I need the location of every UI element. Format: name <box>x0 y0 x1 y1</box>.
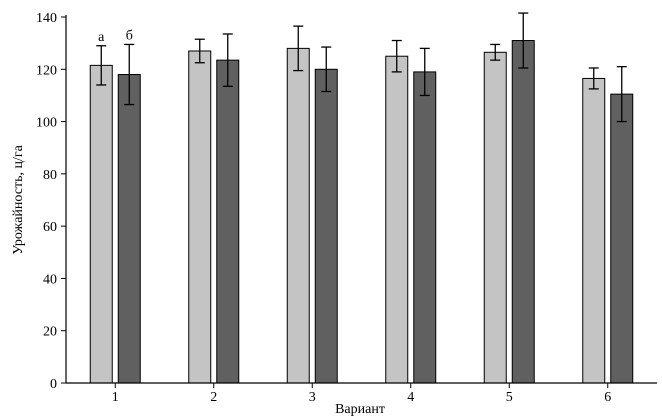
x-tick-label: 4 <box>407 390 414 405</box>
series-tag-label: б <box>126 28 133 43</box>
bar <box>188 50 212 384</box>
bar <box>216 59 240 384</box>
y-tick-label: 60 <box>43 220 57 235</box>
x-tick-label: 1 <box>112 390 119 405</box>
bar <box>286 47 310 384</box>
series-tag-label: а <box>98 30 105 45</box>
bar <box>385 55 409 384</box>
x-tick-label: 5 <box>506 390 513 405</box>
bar <box>610 93 634 384</box>
bar <box>117 74 141 384</box>
x-tick-label: 6 <box>604 390 611 405</box>
x-tick-label: 3 <box>309 390 316 405</box>
bar <box>314 68 338 384</box>
bar <box>483 51 507 384</box>
y-tick-label: 0 <box>50 377 57 392</box>
y-tick-label: 80 <box>43 168 57 183</box>
axes: 0 20 40 60 80 100 120 140 1 2 3 4 5 6 <box>36 11 657 405</box>
x-tick-label: 2 <box>210 390 217 405</box>
bar <box>89 64 113 384</box>
x-axis-title: Вариант <box>335 402 385 417</box>
y-tick-label: 100 <box>36 116 57 131</box>
y-tick-label: 140 <box>36 11 57 26</box>
bar <box>511 40 535 384</box>
y-axis-title: Урожайность, ц/га <box>11 144 26 254</box>
y-tick-label: 20 <box>43 325 57 340</box>
bar <box>582 77 606 384</box>
y-tick-label: 120 <box>36 63 57 78</box>
y-tick-label: 40 <box>43 272 57 287</box>
bar <box>413 71 437 384</box>
